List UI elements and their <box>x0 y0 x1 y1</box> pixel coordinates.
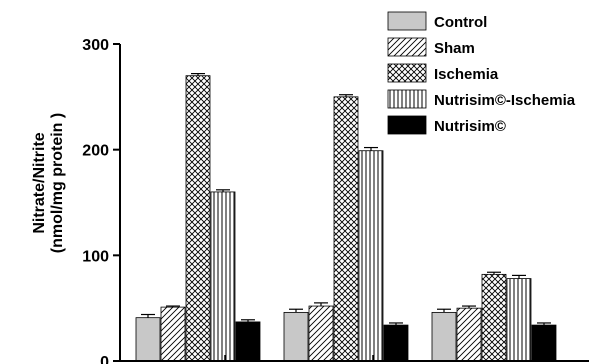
bar <box>456 307 482 362</box>
bar <box>135 317 161 362</box>
y-axis-label-line1: Nitrate/Nitrite <box>31 132 48 233</box>
bar <box>481 273 507 362</box>
legend-swatch <box>387 11 427 31</box>
legend-label: Ischemia <box>434 66 499 83</box>
legend-label: Sham <box>434 40 475 57</box>
bar <box>333 96 359 362</box>
legend-swatch <box>387 115 427 135</box>
legend-label: Nutrisim©-Ischemia <box>434 92 576 109</box>
bar <box>235 321 261 362</box>
bar <box>185 75 211 362</box>
bar <box>531 324 557 362</box>
bars-group <box>135 72 557 362</box>
bar <box>160 306 186 362</box>
legend-swatch <box>387 37 427 57</box>
y-tick-label: 100 <box>82 248 109 265</box>
legend-swatch <box>387 63 427 83</box>
legend: Control Sham Ischemia Nutrisim©-Ischemia Nut… <box>387 11 576 135</box>
bar <box>283 311 309 362</box>
bar <box>383 324 409 362</box>
y-tick-label: 200 <box>82 143 109 160</box>
bar <box>506 278 532 362</box>
y-axis-label-line2: (nmol/mg protein ) <box>49 113 66 253</box>
y-axis-label: Nitrate/Nitrite (nmol/mg protein ) <box>31 113 66 253</box>
legend-label: Nutrisim© <box>434 118 506 135</box>
legend-swatch <box>387 89 427 109</box>
bar <box>308 305 334 362</box>
bar <box>358 150 384 362</box>
bar <box>431 311 457 362</box>
legend-label: Control <box>434 14 487 31</box>
y-tick-label: 0 <box>100 354 109 364</box>
y-tick-label: 300 <box>82 37 109 54</box>
y-axis-ticks: 0 100 200 300 <box>82 37 120 364</box>
bar <box>210 191 236 362</box>
